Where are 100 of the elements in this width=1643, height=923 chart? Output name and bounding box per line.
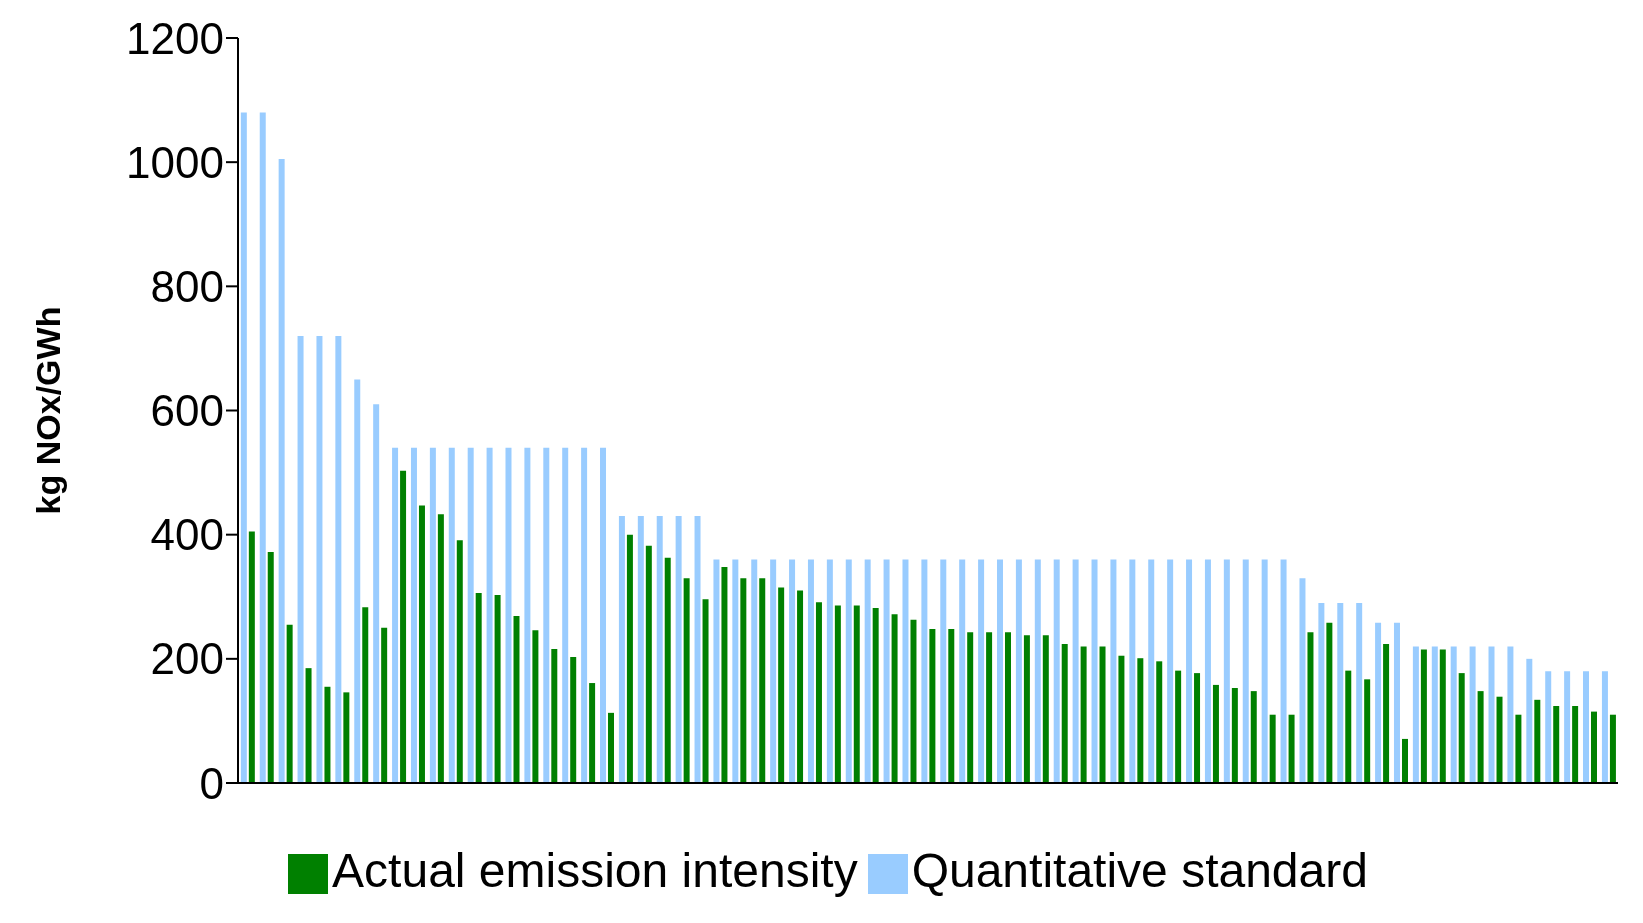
bar [524,447,531,783]
bar [1194,673,1201,783]
y-tick-label: 800 [150,261,224,311]
bar [562,447,569,783]
bar [910,619,917,783]
bar [505,447,512,783]
bar [1061,643,1068,783]
bar [267,552,274,783]
bar [921,559,928,783]
legend-label: Quantitative standard [911,844,1368,897]
bar [986,632,993,783]
bar [475,593,482,783]
bar [1526,658,1533,783]
bar [1269,714,1276,783]
bar [1356,602,1363,783]
bar [448,447,455,783]
bar [354,379,361,783]
bar [1250,691,1257,783]
bar [486,447,493,783]
bar [343,692,350,783]
bar [1564,671,1571,783]
bar [1412,646,1419,783]
bar [589,683,596,783]
legend-label: Actual emission intensity [332,844,858,897]
bar [1572,706,1579,783]
bar [278,159,285,783]
bar [1023,635,1030,783]
bar [683,578,690,783]
bar [940,559,947,783]
bar [891,614,898,783]
bar [1167,559,1174,783]
bar [1545,671,1552,783]
bar [853,605,860,783]
bar [815,602,822,783]
bar [1534,699,1541,783]
bar [997,559,1003,783]
bar [664,557,671,783]
bar [1175,670,1182,783]
bar [732,559,739,783]
bar [978,559,985,783]
bar [1148,559,1155,783]
bar [1515,714,1522,783]
bar [248,531,255,783]
bar [1450,646,1457,783]
bar [1507,646,1514,783]
bar [1091,559,1098,783]
bar [335,336,342,783]
bar [883,559,890,783]
bar [1015,559,1022,783]
bar [1431,646,1438,783]
bar [381,627,388,783]
bar [1477,691,1484,783]
bar [1458,673,1465,783]
bar [789,559,796,783]
bar [1496,696,1503,783]
bar [1042,635,1049,783]
bar [1129,559,1136,783]
bar [316,336,323,783]
bar [778,587,785,783]
bar [1609,714,1616,783]
bar [967,632,974,783]
bar [1307,632,1314,783]
bar [532,630,539,783]
bar [259,112,266,783]
bar [1231,688,1238,783]
bar [1364,679,1371,783]
y-tick-label: 600 [150,386,224,436]
bar [902,559,909,783]
y-axis-title: kg NOx/GWh [29,306,68,515]
bar [240,112,247,783]
bar [429,447,436,783]
bar [1439,649,1446,783]
bar [1420,649,1427,783]
bar [305,668,312,783]
bar [1383,643,1390,783]
bar [618,516,625,783]
bar [1204,559,1211,783]
bar [759,578,766,783]
bar [1326,622,1333,783]
bar [1601,671,1608,783]
bar [959,559,966,783]
bar [581,447,588,783]
y-tick-label: 1000 [126,137,224,187]
bar [864,559,871,783]
bar [513,616,520,783]
bar [467,447,474,783]
bar [1401,738,1408,783]
bar [797,590,804,783]
bar [1137,658,1144,783]
bar [948,629,955,783]
bar [1118,655,1125,783]
bar [834,605,841,783]
bar [297,336,304,783]
bar [1488,646,1495,783]
bar [807,559,814,783]
bar [626,534,633,783]
bar [721,566,728,783]
bar [637,516,644,783]
bar [1583,671,1590,783]
bar [702,599,709,783]
